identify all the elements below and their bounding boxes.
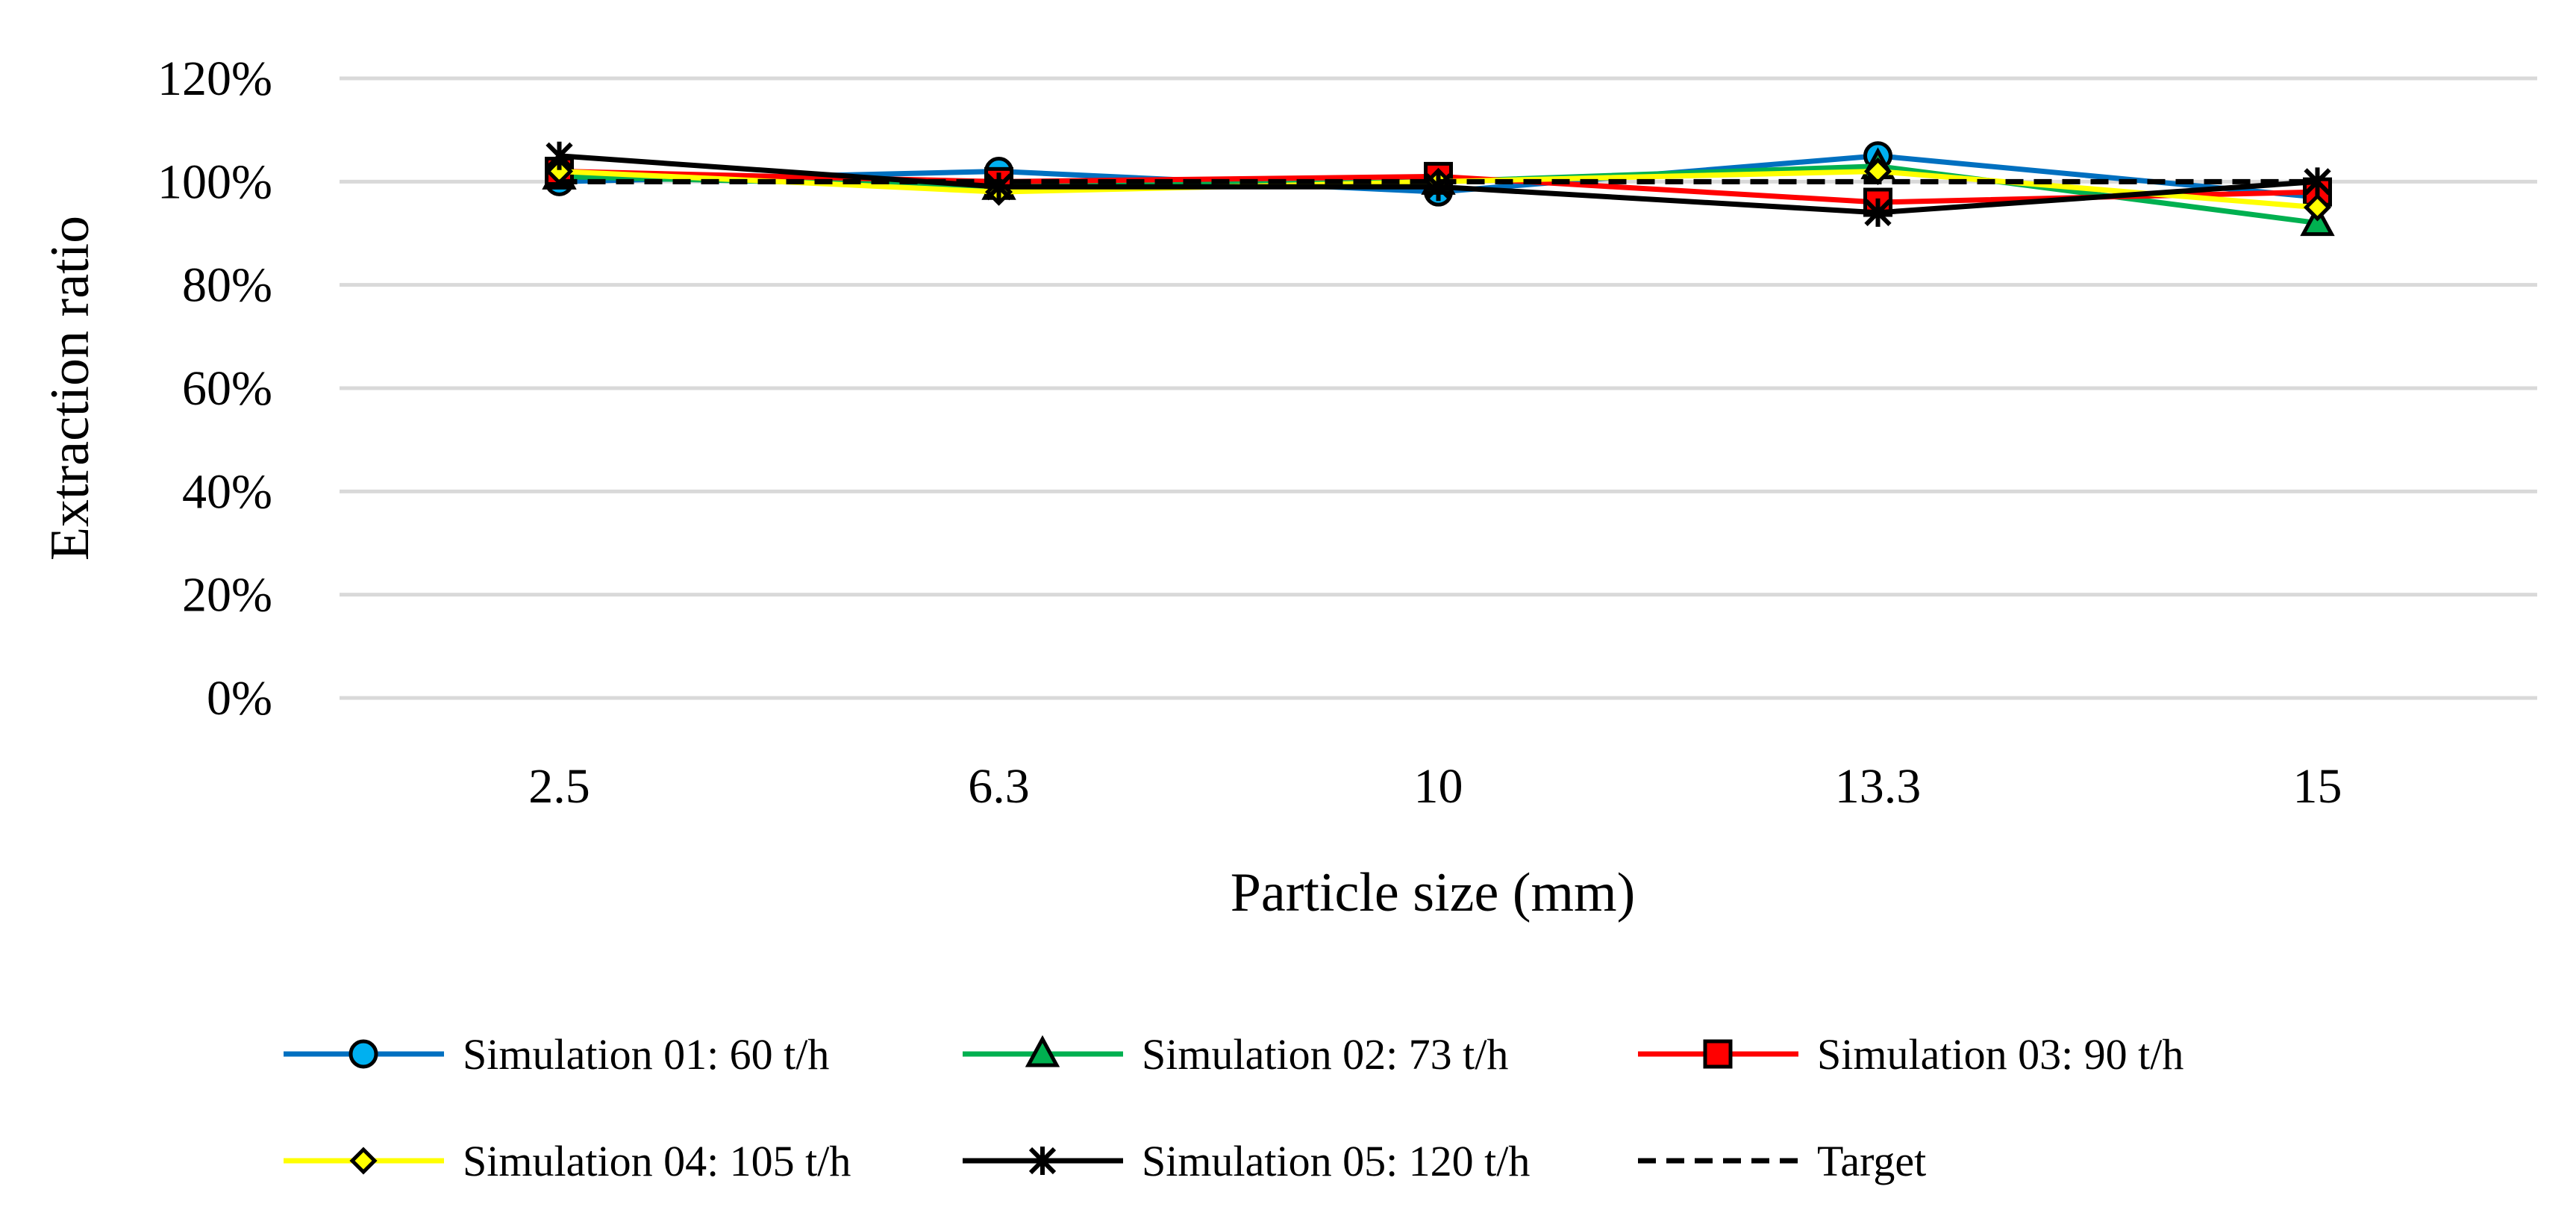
legend: Simulation 01: 60 t/h Simulation 02: 73 t… [284,1030,2183,1185]
x-tick-label: 2.5 [528,759,590,814]
y-tick-label: 20% [182,568,272,623]
y-tick-label: 120% [157,52,272,106]
y-tick-label: 40% [182,464,272,519]
legend-item: Simulation 03: 90 t/h [1638,1030,2183,1079]
y-tick-label: 60% [182,361,272,416]
data-point [1425,172,1452,202]
legend-item: Simulation 05: 120 t/h [963,1137,1530,1185]
legend-label: Simulation 05: 120 t/h [1142,1137,1530,1185]
x-tick-label: 6.3 [968,759,1030,814]
x-tick-label: 13.3 [1835,759,1922,814]
y-tick-label: 0% [207,671,272,726]
y-tick-label: 100% [157,155,272,209]
data-point [545,141,573,170]
legend-marker [1703,1039,1733,1069]
legend-marker [1025,1035,1060,1067]
data-point [2304,167,2331,196]
y-axis-title: Extraction ratio [40,216,101,561]
legend-item: Target [1638,1137,1926,1185]
y-tick-label: 80% [182,258,272,313]
data-point [1864,198,1892,227]
data-point [985,172,1013,202]
legend-label: Simulation 03: 90 t/h [1817,1030,2183,1079]
x-axis-tick-labels: 2.5 6.3 10 13.3 15 [528,759,2342,814]
legend-label: Target [1817,1137,1926,1185]
legend-marker [349,1147,378,1175]
legend-marker [348,1039,378,1069]
x-tick-label: 10 [1414,759,1463,814]
legend-item: Simulation 04: 105 t/h [284,1137,851,1185]
legend-item: Simulation 02: 73 t/h [963,1030,1508,1079]
x-axis-title: Particle size (mm) [1231,862,1635,923]
legend-item: Simulation 01: 60 t/h [284,1030,829,1079]
series-5 [545,141,2331,227]
legend-label: Simulation 01: 60 t/h [463,1030,829,1079]
data-point [2303,193,2332,222]
series-lines [542,141,2335,237]
y-axis-tick-labels: 0% 20% 40% 60% 80% 100% 120% [157,52,272,726]
legend-marker [1028,1147,1057,1175]
x-tick-label: 15 [2293,759,2342,814]
legend-label: Simulation 02: 73 t/h [1142,1030,1508,1079]
legend-label: Simulation 04: 105 t/h [463,1137,851,1185]
